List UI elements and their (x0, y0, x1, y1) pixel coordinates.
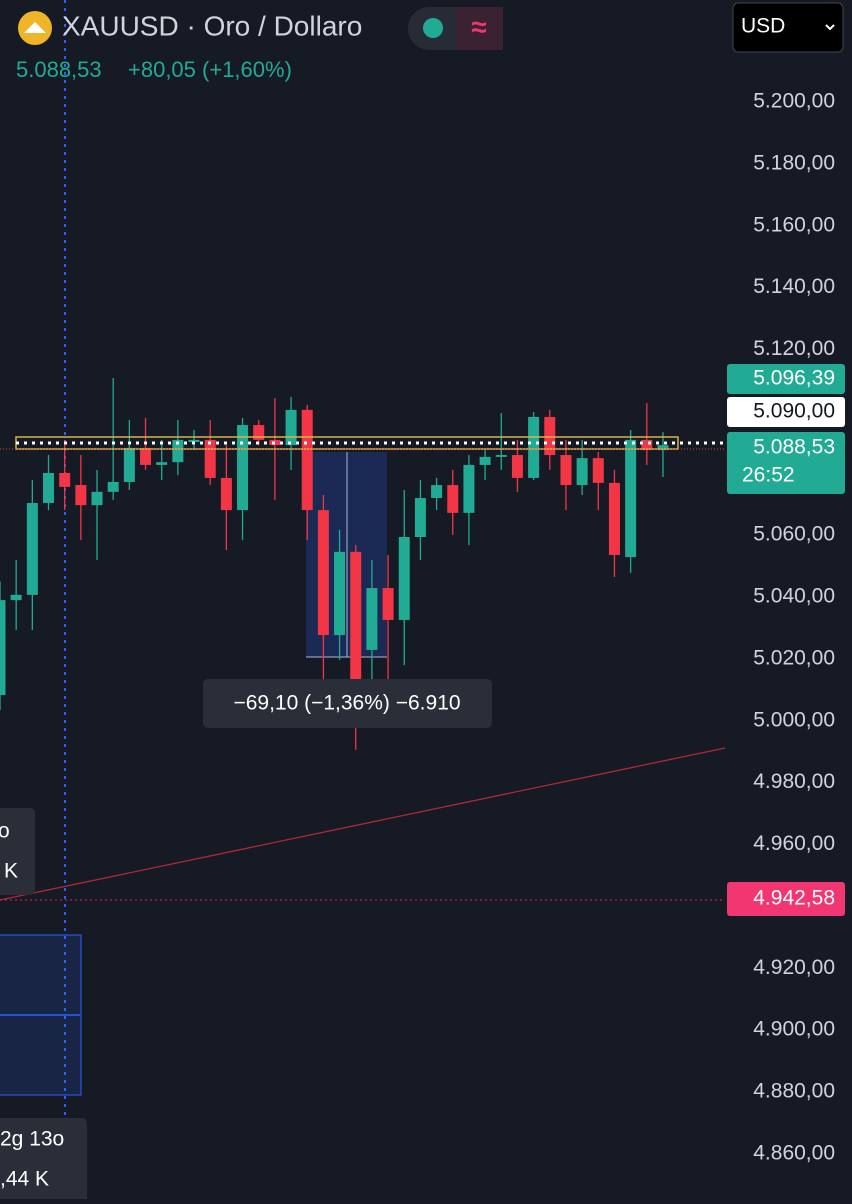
info-label: o (0, 820, 10, 843)
price-change: +80,05 (+1,60%) (128, 57, 292, 82)
candle-body (107, 481, 119, 492)
candle-body (220, 477, 232, 511)
candle-body (10, 594, 22, 601)
y-tick-label: 4.880,00 (753, 1080, 835, 1103)
dropdown-arrow (825, 24, 835, 31)
candle-body (301, 409, 313, 511)
y-tick-label: 5.120,00 (753, 337, 835, 360)
info-label: K (4, 860, 18, 883)
price-tag-label: 5.090,00 (753, 400, 835, 423)
y-tick-label: 5.140,00 (753, 275, 835, 298)
candle-body (140, 447, 152, 465)
candle-body (528, 416, 540, 478)
trend-line (0, 747, 726, 901)
delay-icon: ≈ (471, 11, 486, 42)
candle-body (625, 439, 637, 558)
symbol-title[interactable]: XAUUSD · Oro / Dollaro (62, 10, 362, 41)
candle-body (560, 455, 572, 486)
last-price: 5.088,53 (16, 57, 102, 82)
y-tick-label: 5.200,00 (753, 90, 835, 113)
y-tick-label: 4.860,00 (753, 1141, 835, 1164)
price-tag (727, 882, 845, 916)
candle-body (204, 439, 216, 478)
candle-body (0, 600, 6, 696)
candle-body (237, 425, 249, 511)
info-box (0, 808, 35, 895)
candle-body (576, 458, 588, 486)
y-tick-label: 4.960,00 (753, 832, 835, 855)
candle-body (447, 485, 459, 513)
measure-label: −69,10 (−1,36%) −6.910 (233, 692, 460, 715)
y-tick-label: 5.160,00 (753, 213, 835, 236)
candle-body (253, 425, 265, 440)
candle-body (91, 491, 103, 506)
candle-body (366, 588, 378, 650)
candle-body (657, 445, 669, 451)
measure-tooltip (203, 679, 492, 728)
price-tag-label: 5.096,39 (753, 367, 835, 390)
y-tick-label: 4.900,00 (753, 1018, 835, 1041)
price-tag-label: 4.942,58 (753, 887, 835, 910)
candle-body (43, 472, 55, 503)
price-tag (727, 364, 845, 394)
candle-body (123, 447, 135, 482)
candle-body (495, 455, 507, 457)
symbol-icon-shape (24, 22, 46, 33)
candle-body (188, 439, 200, 443)
candle-body (172, 439, 184, 463)
candle-body (479, 456, 491, 465)
y-tick-label: 5.000,00 (753, 708, 835, 731)
y-tick-label: 5.180,00 (753, 151, 835, 174)
market-open-dot (423, 18, 443, 38)
y-tick-label: 5.020,00 (753, 646, 835, 669)
candle-body (75, 485, 87, 506)
currency-label: USD (741, 15, 785, 38)
status-pill-part (456, 7, 503, 50)
y-tick-label: 5.040,00 (753, 585, 835, 608)
price-tag (727, 397, 845, 427)
price-tag-label: 5.088,53 (753, 436, 835, 459)
y-tick-label: 4.920,00 (753, 956, 835, 979)
candle-body (350, 551, 362, 680)
candle-body (414, 498, 426, 538)
currency-select[interactable] (732, 2, 844, 53)
candle-body (26, 502, 38, 595)
info-label: 2g 13o (0, 1128, 64, 1151)
candle-body (544, 416, 556, 456)
candle-body (317, 510, 329, 636)
price-tag (727, 432, 845, 494)
candle-body (156, 462, 168, 465)
info-box (0, 1118, 87, 1204)
countdown: 26:52 (742, 464, 795, 487)
y-tick-label: 4.980,00 (753, 770, 835, 793)
y-tick-label: 5.060,00 (753, 523, 835, 546)
candle-body (608, 482, 620, 555)
candle-body (382, 588, 394, 620)
candle-body (59, 472, 71, 487)
candle-body (398, 537, 410, 620)
candle-body (641, 439, 653, 451)
candle-body (592, 458, 604, 483)
candle-body (463, 464, 475, 513)
info-label: ,44 K (0, 1168, 49, 1191)
candle-body (285, 409, 297, 446)
candle-body (511, 455, 523, 478)
candle-body (431, 485, 443, 499)
candle-body (334, 551, 346, 636)
